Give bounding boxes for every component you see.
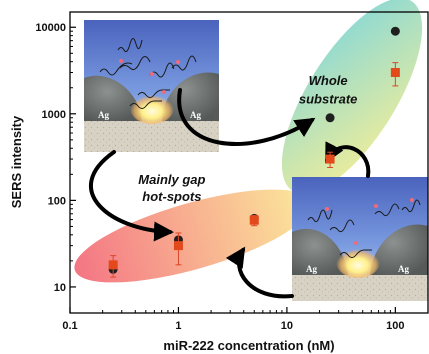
- circle-point: [390, 26, 400, 36]
- y-tick-label: 10000: [35, 22, 66, 34]
- arrow-gap-to-whole: [177, 88, 316, 146]
- whole-substrate-ellipse: [281, 0, 423, 194]
- data-points: [108, 26, 400, 278]
- annotation-text: substrate: [299, 91, 358, 106]
- ag-label-right-2: Ag: [398, 264, 409, 274]
- x-tick-label: 10: [281, 320, 293, 332]
- ag-label-left-2: Ag: [306, 264, 317, 274]
- square-point: [173, 241, 183, 251]
- y-tick-label: 100: [48, 195, 66, 207]
- square-point: [325, 154, 335, 164]
- plot-frame: [69, 11, 429, 314]
- square-point: [249, 215, 259, 225]
- ag-label-right: Ag: [190, 110, 201, 120]
- x-axis-label: miR-222 concentration (nM): [163, 338, 334, 353]
- arrow-low-to-high: [225, 246, 294, 299]
- annotations: Mainly gap hot-spots Whole substrate: [138, 73, 357, 204]
- inset-nanogap-full: Ag Ag: [84, 20, 219, 152]
- x-axis: 0.1 1 10 100: [62, 307, 429, 332]
- circle-point: [325, 113, 335, 123]
- annotation-text: hot-spots: [142, 189, 201, 204]
- x-tick-label: 100: [386, 320, 404, 332]
- x-tick-label: 0.1: [62, 320, 77, 332]
- arrow-gap-to-low: [88, 150, 174, 242]
- ag-label-left: Ag: [98, 110, 109, 120]
- inset-nanogap-low: Ag Ag: [292, 177, 428, 301]
- square-point: [108, 260, 118, 270]
- y-axis: 10 100 1000 10000: [35, 22, 76, 294]
- y-tick-label: 10: [54, 282, 66, 294]
- annotation-text: Whole: [309, 73, 348, 88]
- annotation-text: Mainly gap: [138, 172, 205, 187]
- y-tick-label: 1000: [42, 109, 66, 121]
- x-tick-label: 1: [175, 320, 181, 332]
- arrow-low-to-mid: [325, 141, 371, 178]
- square-point: [390, 68, 400, 78]
- y-axis-label: SERS intensity: [9, 115, 24, 208]
- gap-hotspot-ellipse: [74, 189, 312, 283]
